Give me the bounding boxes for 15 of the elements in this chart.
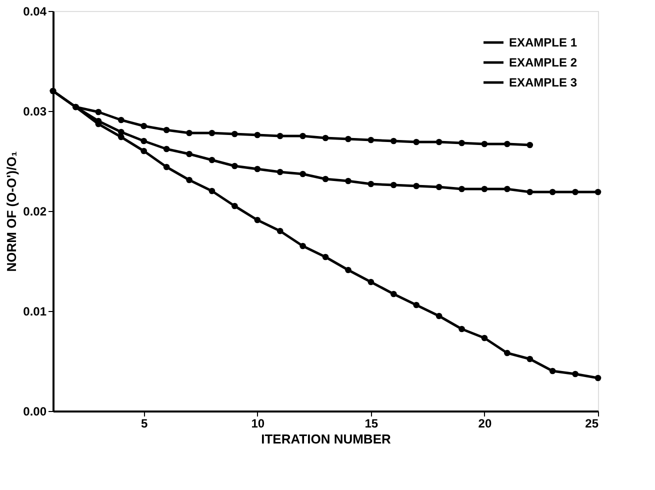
legend-label: EXAMPLE 3	[509, 76, 578, 90]
x-tick-label: 15	[364, 416, 378, 430]
legend-label: EXAMPLE 2	[509, 56, 578, 70]
x-tick-label: 5	[140, 416, 148, 430]
y-axis-title: NORM OF (O-O')/O₁	[4, 151, 20, 272]
x-tick-label: 10	[251, 416, 265, 430]
x-tick-label: 20	[478, 416, 492, 430]
x-tick-label: 25	[585, 416, 599, 430]
legend-label: EXAMPLE 1	[509, 36, 578, 50]
y-tick-label: 0.03	[23, 104, 47, 118]
y-tick-label: 0.00	[23, 404, 47, 418]
y-tick-label: 0.02	[23, 204, 47, 218]
x-axis-title: ITERATION NUMBER	[261, 432, 392, 446]
y-tick-label: 0.01	[23, 304, 47, 318]
y-tick-label: 0.04	[23, 4, 47, 18]
